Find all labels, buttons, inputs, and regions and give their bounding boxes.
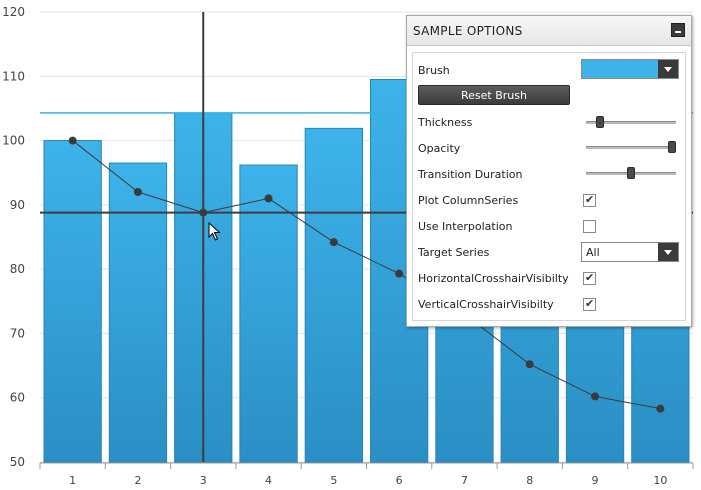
- chevron-down-icon[interactable]: [658, 60, 678, 78]
- chevron-down-icon[interactable]: [658, 243, 678, 261]
- vertical-crosshair-checkbox[interactable]: ✔: [583, 297, 596, 311]
- line-point[interactable]: [656, 404, 665, 413]
- brush-color-dropdown[interactable]: [581, 59, 679, 79]
- panel-body: [412, 52, 686, 321]
- plot-column-series-label: Plot ColumnSeries: [418, 194, 519, 207]
- slider-track: [586, 121, 676, 124]
- x-tick-label: 4: [265, 474, 272, 487]
- line-point[interactable]: [395, 269, 404, 278]
- y-tick-label: 80: [10, 262, 25, 276]
- y-tick-label: 70: [10, 326, 25, 340]
- line-point[interactable]: [525, 360, 534, 369]
- slider-track: [586, 146, 676, 149]
- y-tick-label: 60: [10, 391, 25, 405]
- x-tick-label: 9: [592, 474, 599, 487]
- slider-thumb[interactable]: [595, 116, 604, 128]
- minimize-icon[interactable]: [671, 23, 685, 37]
- y-tick-label: 110: [2, 69, 25, 83]
- x-tick-label: 5: [330, 474, 337, 487]
- transition-duration-slider[interactable]: [586, 167, 676, 179]
- slider-thumb[interactable]: [668, 141, 676, 153]
- target-series-value: All: [586, 246, 600, 259]
- line-point[interactable]: [68, 136, 77, 145]
- transition-duration-label: Transition Duration: [418, 168, 523, 181]
- opacity-label: Opacity: [418, 142, 461, 155]
- reset-brush-button[interactable]: Reset Brush: [418, 85, 570, 105]
- y-tick-label: 50: [10, 455, 25, 469]
- line-point[interactable]: [264, 194, 273, 203]
- x-tick-label: 1: [69, 474, 76, 487]
- target-series-select[interactable]: All: [581, 242, 679, 262]
- line-point[interactable]: [591, 392, 600, 401]
- checkmark-icon: ✔: [585, 297, 595, 310]
- x-tick-label: 10: [653, 474, 667, 487]
- column-bar[interactable]: [239, 164, 298, 463]
- slider-thumb[interactable]: [627, 167, 635, 179]
- x-tick-label: 3: [200, 474, 207, 487]
- thickness-label: Thickness: [418, 116, 473, 129]
- horizontal-crosshair-checkbox[interactable]: ✔: [583, 271, 596, 285]
- checkmark-icon: ✔: [585, 193, 595, 206]
- vertical-crosshair-label: VerticalCrosshairVisibilty: [418, 298, 554, 311]
- y-tick-label: 90: [10, 198, 25, 212]
- opacity-slider[interactable]: [586, 141, 676, 153]
- column-bar[interactable]: [43, 140, 102, 463]
- line-point[interactable]: [133, 188, 142, 196]
- line-series: [72, 140, 661, 410]
- column-bar[interactable]: [108, 162, 168, 463]
- use-interpolation-checkbox[interactable]: [583, 220, 596, 233]
- y-tick-label: 100: [2, 134, 25, 148]
- horizontal-crosshair-label: HorizontalCrosshairVisibilty: [418, 272, 569, 285]
- mouse-pointer-icon: [208, 221, 222, 246]
- target-series-label: Target Series: [418, 246, 490, 259]
- thickness-slider[interactable]: [586, 116, 676, 128]
- x-tick-label: 7: [461, 474, 468, 487]
- checkmark-icon: ✔: [585, 271, 595, 284]
- line-point[interactable]: [329, 238, 338, 247]
- column-bar[interactable]: [304, 127, 364, 463]
- panel-header: SAMPLE OPTIONS: [407, 16, 691, 46]
- x-tick-label: 8: [526, 474, 533, 487]
- panel-title: SAMPLE OPTIONS: [413, 24, 523, 38]
- sample-options-panel: SAMPLE OPTIONS Brush Reset Brush Thickne…: [406, 15, 692, 327]
- y-tick-label: 120: [2, 5, 25, 19]
- x-tick-label: 2: [134, 474, 141, 487]
- use-interpolation-label: Use Interpolation: [418, 220, 513, 233]
- plot-column-series-checkbox[interactable]: ✔: [583, 193, 596, 207]
- brush-label: Brush: [418, 64, 450, 77]
- x-tick-label: 6: [396, 474, 403, 487]
